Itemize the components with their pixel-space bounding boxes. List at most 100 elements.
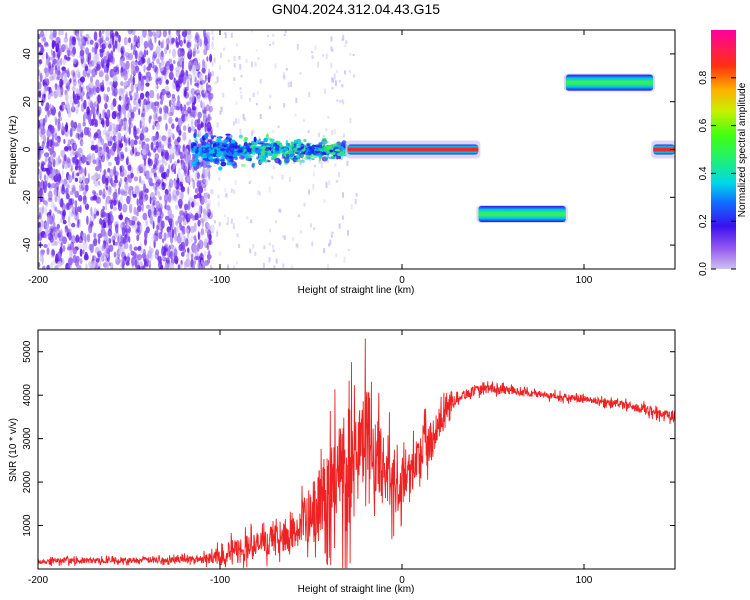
- transition-speck: [238, 134, 243, 139]
- noise-speck: [133, 125, 137, 132]
- sparse-speck: [222, 93, 225, 98]
- noise-speck: [90, 140, 95, 146]
- noise-speck: [46, 141, 49, 149]
- noise-speck: [182, 131, 187, 141]
- sparse-speck: [217, 201, 220, 207]
- sparse-speck: [219, 65, 221, 70]
- noise-speck: [175, 117, 179, 122]
- noise-speck: [104, 180, 109, 190]
- sparse-speck: [321, 160, 324, 164]
- noise-speck: [183, 168, 187, 177]
- noise-speck: [126, 123, 129, 133]
- noise-speck: [99, 162, 102, 173]
- noise-speck: [187, 186, 190, 195]
- noise-speck: [54, 195, 58, 203]
- noise-speck: [119, 244, 125, 253]
- noise-speck: [177, 264, 181, 269]
- ytick-label: 20: [22, 96, 33, 108]
- noise-speck: [76, 264, 82, 269]
- noise-speck: [188, 212, 192, 218]
- noise-speck: [151, 167, 155, 174]
- sparse-speck: [216, 122, 219, 128]
- noise-speck: [102, 193, 106, 200]
- noise-speck: [38, 59, 43, 65]
- noise-speck: [184, 30, 188, 35]
- noise-speck: [168, 49, 171, 54]
- noise-speck: [156, 224, 160, 231]
- noise-speck: [75, 255, 80, 263]
- noise-speck: [153, 112, 158, 121]
- transition-speck: [251, 163, 255, 168]
- noise-speck: [57, 121, 61, 131]
- noise-speck: [72, 149, 75, 156]
- noise-speck: [40, 148, 44, 154]
- transition-speck: [318, 147, 322, 151]
- noise-speck: [47, 182, 51, 188]
- noise-speck: [155, 122, 161, 131]
- noise-speck: [43, 43, 49, 48]
- sparse-speck: [336, 99, 339, 102]
- noise-speck: [51, 249, 55, 256]
- noise-speck: [93, 144, 99, 149]
- noise-speck: [115, 253, 118, 262]
- noise-speck: [205, 227, 210, 234]
- transition-speck: [305, 152, 312, 156]
- noise-speck: [134, 135, 139, 140]
- noise-speck: [48, 228, 54, 234]
- noise-speck: [168, 178, 174, 188]
- sparse-speck: [294, 113, 297, 117]
- colorbar-scale: [711, 30, 736, 269]
- noise-speck: [98, 266, 101, 269]
- noise-speck: [76, 88, 79, 94]
- noise-speck: [127, 252, 130, 261]
- transition-speck: [279, 143, 283, 148]
- noise-speck: [82, 69, 88, 78]
- noise-speck: [82, 199, 88, 206]
- noise-speck: [137, 253, 142, 261]
- noise-speck: [130, 74, 133, 83]
- noise-speck: [147, 157, 151, 165]
- noise-speck: [97, 236, 101, 245]
- noise-speck: [56, 58, 60, 67]
- sparse-speck: [272, 129, 275, 133]
- noise-speck: [121, 251, 126, 259]
- sparse-speck: [303, 202, 306, 207]
- noise-speck: [67, 47, 70, 57]
- transition-speck: [211, 136, 214, 139]
- sparse-speck: [202, 184, 205, 187]
- noise-speck: [101, 174, 106, 185]
- noise-speck: [105, 36, 110, 41]
- transition-speck: [193, 132, 197, 139]
- noise-speck: [158, 231, 163, 240]
- noise-speck: [194, 171, 199, 182]
- transition-speck: [253, 141, 257, 146]
- noise-speck: [108, 211, 112, 222]
- snr-plot-area: [38, 338, 675, 569]
- noise-speck: [165, 257, 170, 264]
- sparse-speck: [313, 227, 316, 230]
- noise-speck: [100, 208, 105, 218]
- noise-speck: [206, 242, 210, 251]
- noise-speck: [174, 105, 179, 110]
- sparse-speck: [224, 32, 227, 35]
- noise-speck: [109, 220, 112, 226]
- noise-speck: [132, 100, 138, 105]
- noise-speck: [44, 157, 48, 163]
- noise-speck: [182, 131, 186, 142]
- transition-speck: [194, 157, 199, 163]
- noise-speck: [95, 258, 100, 263]
- sparse-speck: [234, 180, 237, 186]
- noise-speck: [164, 47, 168, 55]
- sparse-speck: [295, 97, 298, 103]
- noise-speck: [148, 76, 153, 81]
- sparse-speck: [327, 263, 329, 269]
- sparse-speck: [269, 94, 272, 99]
- noise-speck: [182, 212, 185, 222]
- sparse-speck: [287, 81, 290, 88]
- sparse-speck: [283, 103, 286, 108]
- transition-speck: [315, 150, 321, 154]
- noise-speck: [162, 238, 165, 244]
- noise-speck: [60, 242, 63, 247]
- sparse-speck: [263, 245, 266, 250]
- sparse-speck: [354, 198, 357, 205]
